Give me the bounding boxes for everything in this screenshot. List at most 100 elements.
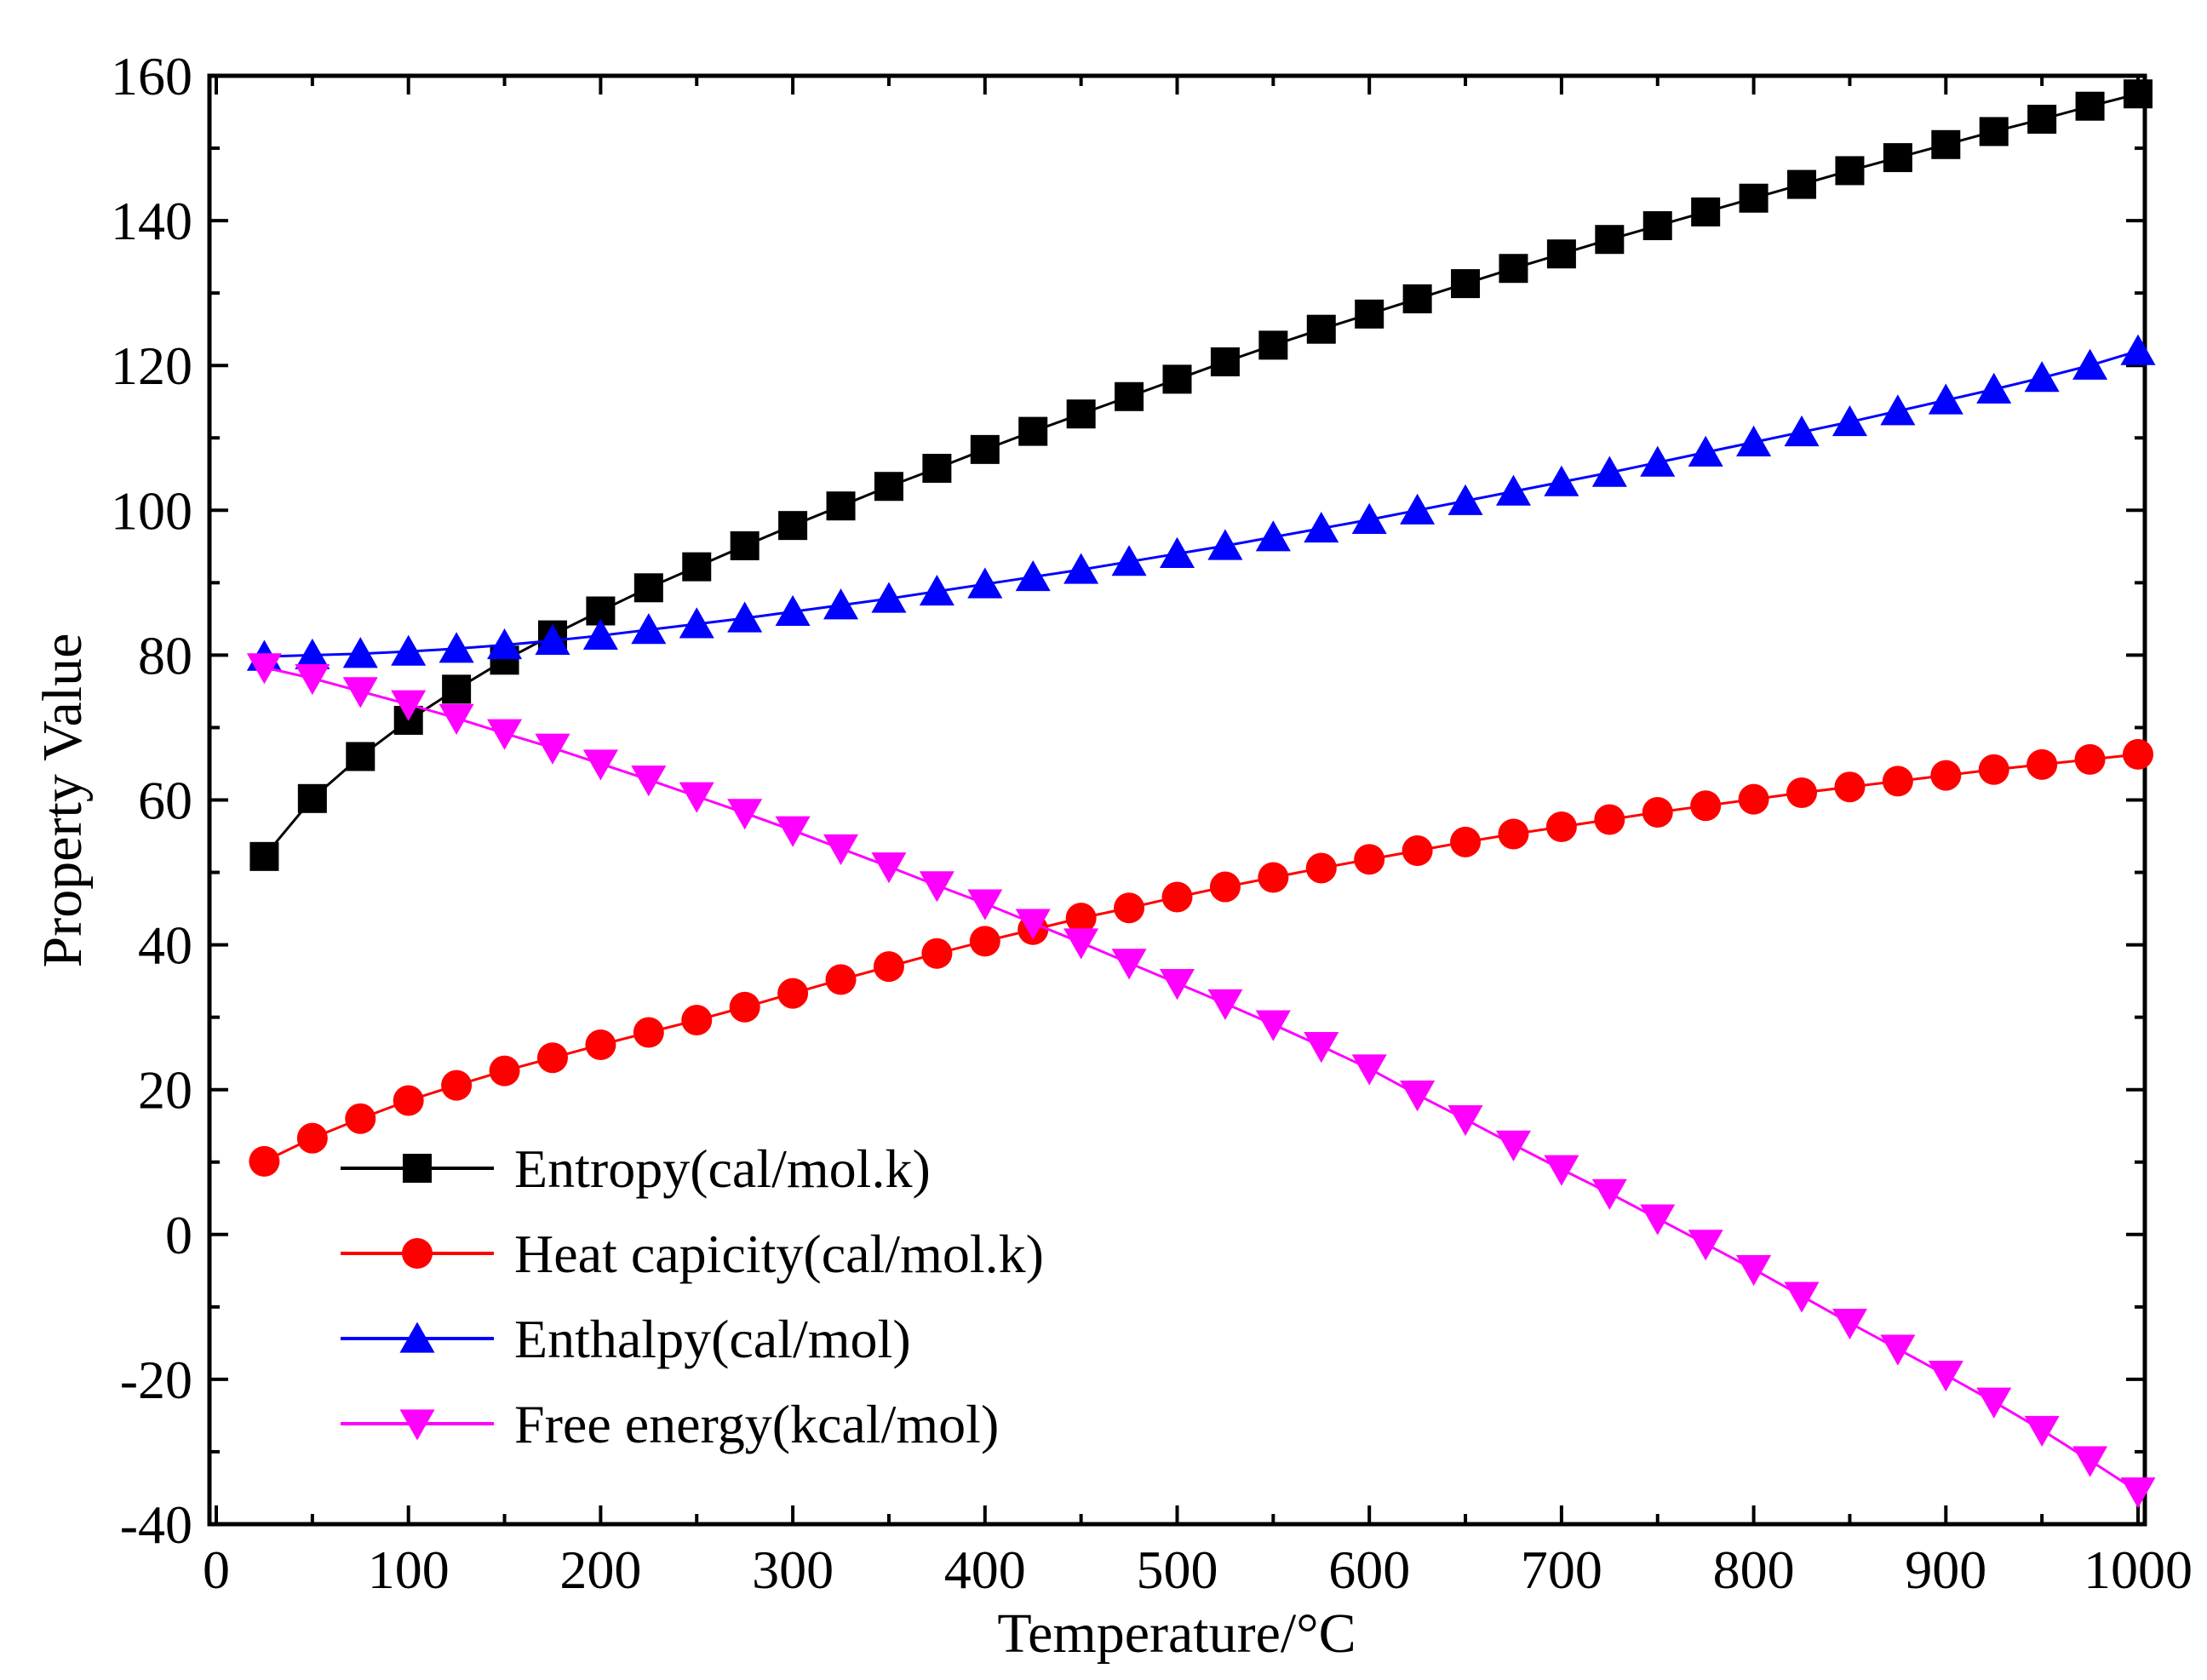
y-tick-label: 80 bbox=[138, 625, 192, 685]
data-point bbox=[535, 733, 570, 765]
data-point bbox=[1882, 765, 1913, 797]
legend-item-enthalpy: Enthalpy(cal/mol) bbox=[341, 1309, 911, 1369]
data-point bbox=[249, 841, 279, 871]
data-point bbox=[1928, 1361, 1963, 1392]
data-point bbox=[1447, 484, 1483, 515]
data-point bbox=[2124, 79, 2153, 109]
series-line bbox=[263, 753, 2139, 1163]
data-point bbox=[346, 742, 375, 771]
data-point bbox=[1162, 364, 1192, 394]
data-point bbox=[681, 1005, 713, 1036]
legend-label: Free energy(kcal/mol) bbox=[514, 1394, 999, 1454]
data-point bbox=[967, 567, 1003, 599]
data-point bbox=[1930, 760, 1962, 791]
y-axis-title: Property Value bbox=[32, 634, 94, 968]
data-point bbox=[1691, 197, 1721, 226]
data-point bbox=[295, 663, 330, 696]
data-point bbox=[1495, 1130, 1532, 1161]
data-point bbox=[919, 871, 954, 903]
data-point bbox=[1591, 456, 1627, 487]
data-point bbox=[1351, 1054, 1387, 1086]
data-point bbox=[727, 799, 763, 830]
data-point bbox=[1111, 545, 1147, 576]
legend-marker bbox=[399, 1322, 435, 1353]
data-point bbox=[391, 690, 427, 721]
y-tick-label: -20 bbox=[120, 1350, 192, 1410]
y-tick-label: 120 bbox=[111, 335, 192, 396]
data-point bbox=[1786, 777, 1818, 808]
data-point bbox=[2024, 1415, 2060, 1447]
data-point bbox=[777, 978, 809, 1009]
data-point bbox=[1738, 783, 1769, 815]
y-tick-label: 20 bbox=[138, 1060, 192, 1121]
data-point bbox=[2024, 361, 2060, 393]
data-point bbox=[1591, 1178, 1627, 1210]
data-point bbox=[1351, 502, 1387, 534]
legend-item-heat-capicity: Heat capicity(cal/mol.k) bbox=[341, 1224, 1044, 1284]
data-point bbox=[969, 926, 1000, 957]
data-point bbox=[631, 765, 667, 797]
data-point bbox=[2072, 1446, 2108, 1477]
data-point bbox=[775, 816, 811, 847]
data-point bbox=[246, 653, 282, 685]
data-point bbox=[1451, 269, 1481, 299]
data-point bbox=[1258, 330, 1288, 360]
data-point bbox=[871, 582, 907, 613]
data-point bbox=[1688, 1230, 1723, 1261]
data-point bbox=[1690, 790, 1722, 822]
series-enthalpy bbox=[246, 334, 2156, 671]
data-point bbox=[1306, 314, 1336, 344]
data-point bbox=[823, 588, 859, 620]
data-point bbox=[2120, 1477, 2156, 1509]
data-point bbox=[1784, 415, 1820, 447]
data-point bbox=[825, 964, 857, 995]
data-point bbox=[296, 1122, 328, 1154]
data-point bbox=[249, 1145, 280, 1177]
data-point bbox=[1883, 143, 1912, 173]
legend-marker bbox=[403, 1154, 432, 1183]
axis-ticks bbox=[209, 74, 2145, 1526]
data-point bbox=[1546, 239, 1576, 269]
y-tick-label: 60 bbox=[138, 771, 192, 831]
data-point bbox=[970, 434, 1000, 464]
data-point bbox=[1066, 399, 1096, 429]
data-point bbox=[1015, 559, 1051, 592]
data-point bbox=[489, 1055, 520, 1087]
data-point bbox=[1835, 156, 1865, 186]
data-point bbox=[1928, 383, 1963, 415]
data-point bbox=[1255, 1010, 1291, 1041]
data-point bbox=[1642, 796, 1673, 828]
data-point bbox=[1832, 404, 1867, 437]
data-point bbox=[1305, 852, 1337, 884]
data-point bbox=[679, 782, 714, 813]
data-point bbox=[1976, 1387, 2012, 1419]
data-point bbox=[1640, 1204, 1676, 1236]
x-tick-label: 200 bbox=[559, 1540, 641, 1600]
legend-label: Entropy(cal/mol.k) bbox=[514, 1138, 931, 1199]
data-point bbox=[1545, 811, 1577, 842]
series-line bbox=[263, 92, 2139, 857]
data-point bbox=[633, 573, 663, 603]
data-point bbox=[1255, 520, 1291, 552]
x-tick-label: 800 bbox=[1713, 1540, 1795, 1600]
data-point bbox=[2026, 748, 2058, 780]
data-point bbox=[1355, 299, 1384, 329]
data-point bbox=[342, 677, 378, 708]
series-heat-capicity bbox=[249, 738, 2153, 1177]
data-point bbox=[391, 634, 427, 666]
data-point bbox=[1207, 989, 1243, 1021]
data-point bbox=[487, 628, 523, 660]
data-point bbox=[1161, 881, 1193, 913]
data-point bbox=[295, 638, 330, 670]
data-point bbox=[871, 852, 907, 884]
legend-item-entropy: Entropy(cal/mol.k) bbox=[341, 1138, 931, 1199]
data-point bbox=[682, 552, 712, 582]
data-point bbox=[1400, 493, 1436, 525]
x-tick-label: 1000 bbox=[2084, 1540, 2193, 1600]
data-point bbox=[1739, 183, 1768, 213]
data-point bbox=[345, 1103, 376, 1134]
data-point bbox=[873, 951, 904, 983]
legend-label: Enthalpy(cal/mol) bbox=[514, 1309, 911, 1369]
data-point bbox=[823, 834, 859, 866]
